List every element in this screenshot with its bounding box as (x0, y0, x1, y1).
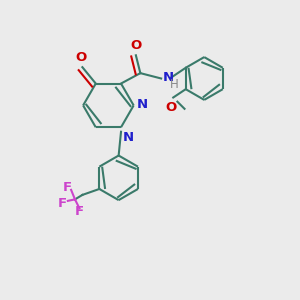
Text: F: F (63, 181, 72, 194)
Text: O: O (75, 51, 86, 64)
Text: N: N (163, 71, 174, 84)
Text: N: N (123, 131, 134, 144)
Text: F: F (75, 205, 84, 218)
Text: H: H (169, 78, 178, 91)
Text: F: F (58, 197, 67, 210)
Text: N: N (137, 98, 148, 111)
Text: O: O (165, 101, 176, 114)
Text: O: O (130, 39, 142, 52)
